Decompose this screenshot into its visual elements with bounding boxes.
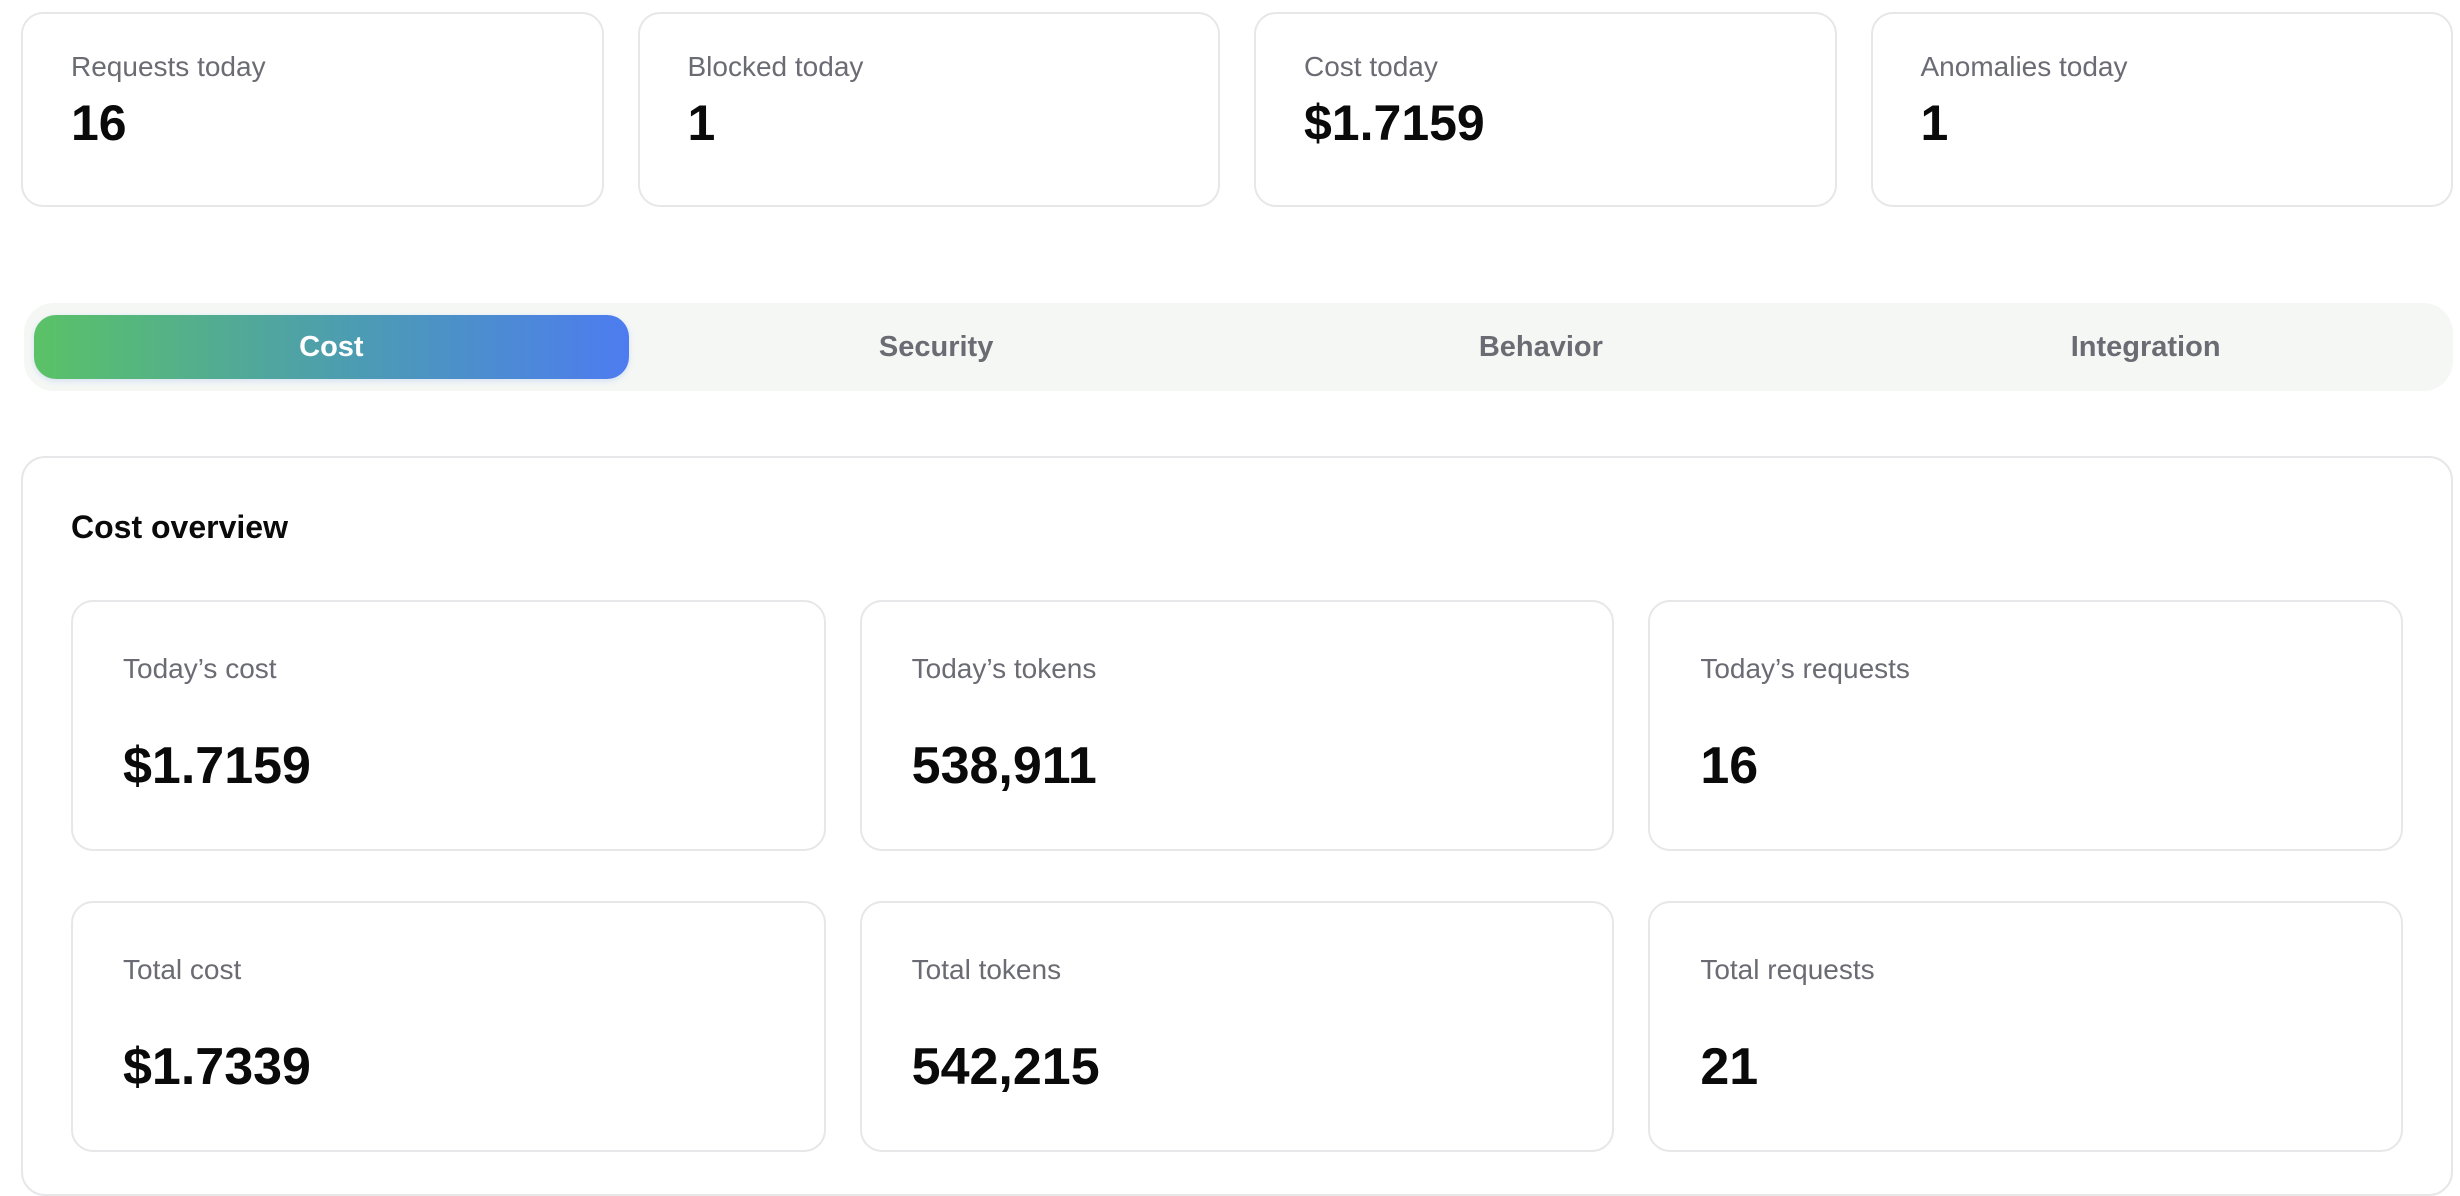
cost-overview-panel: Cost overview Today’s cost $1.7159 Today… [21,456,2453,1196]
stat-card-cost-today: Cost today $1.7159 [1254,12,1837,207]
stat-value: $1.7159 [1304,94,1485,151]
metric-card-todays-cost: Today’s cost $1.7159 [71,600,826,852]
summary-stats: Requests today 16 Blocked today 1 Cost t… [21,12,2453,207]
stat-card-anomalies-today: Anomalies today 1 [1870,12,2453,207]
stat-value: 16 [71,94,127,151]
metric-card-total-tokens: Total tokens 542,215 [859,901,1615,1153]
tab-behavior[interactable]: Behavior [1478,330,1603,363]
metric-value: 538,911 [911,736,1097,795]
metric-value: 16 [1700,736,1759,795]
metric-label: Today’s cost [123,653,277,685]
stat-label: Blocked today [687,51,864,82]
tab-cost[interactable]: Cost [34,315,629,379]
stat-card-blocked-today: Blocked today 1 [637,12,1220,207]
stat-value: 1 [687,94,716,151]
tab-bar: Cost Security Behavior Integration [24,303,2453,391]
metric-grid: Today’s cost $1.7159 Today’s tokens 538,… [71,600,2403,1153]
tab-integration[interactable]: Integration [2070,330,2221,363]
tab-security[interactable]: Security [878,330,994,363]
metric-card-total-cost: Total cost $1.7339 [71,901,826,1153]
stat-value: 1 [1920,94,1949,151]
metric-value: $1.7159 [123,736,311,795]
stat-label: Requests today [71,51,266,82]
panel-title: Cost overview [71,509,288,545]
metric-value: 542,215 [911,1037,1100,1096]
metric-value: $1.7339 [123,1037,311,1096]
metric-card-total-requests: Total requests 21 [1648,901,2403,1153]
metric-value: 21 [1700,1037,1759,1096]
metric-label: Total tokens [911,954,1062,986]
metric-card-todays-tokens: Today’s tokens 538,911 [859,600,1615,852]
metric-label: Total cost [123,954,242,986]
stat-label: Anomalies today [1920,51,2128,82]
metric-label: Today’s requests [1700,653,1910,685]
stat-label: Cost today [1304,51,1438,82]
metric-card-todays-requests: Today’s requests 16 [1648,600,2403,852]
metric-label: Total requests [1700,954,1875,986]
metric-label: Today’s tokens [911,653,1097,685]
stat-card-requests-today: Requests today 16 [21,12,604,207]
